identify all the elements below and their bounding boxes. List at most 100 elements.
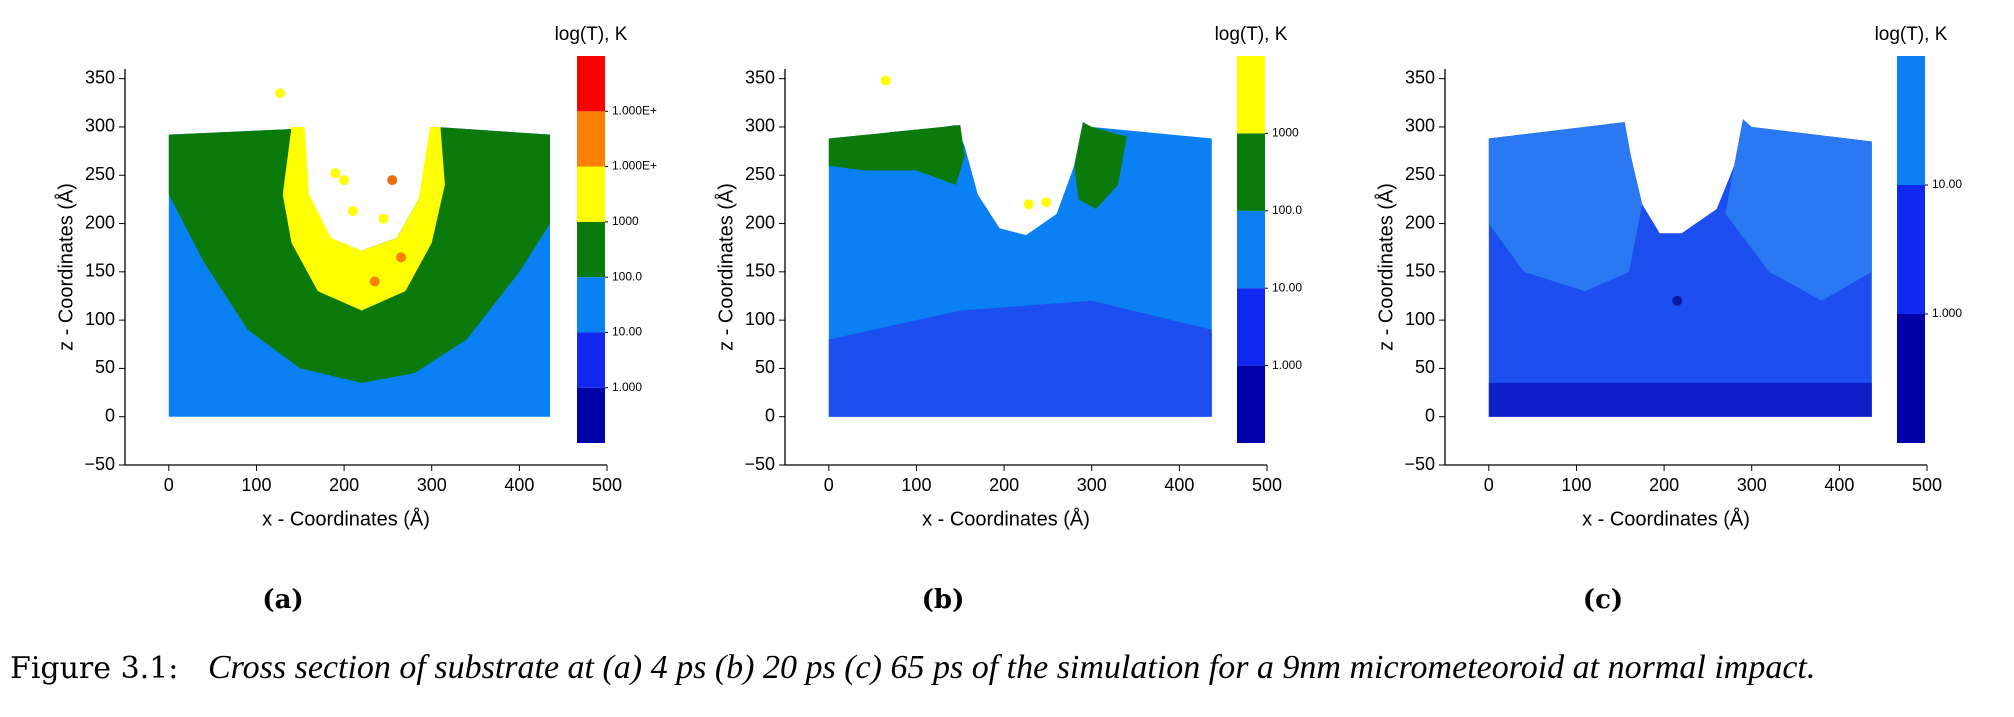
y-tick-label: 350 bbox=[1405, 67, 1435, 87]
y-axis-label: z - Coordinates (Å) bbox=[1374, 183, 1397, 351]
subfigure-label: (a) bbox=[262, 585, 303, 615]
y-tick-label: 0 bbox=[765, 405, 775, 425]
y-tick-label: 200 bbox=[745, 212, 775, 232]
colorbar-tick-label: 1.000E+ bbox=[612, 103, 657, 117]
panel: −50 0 50 100 150 200 250 300 350 0 100 200 300 400 500… bbox=[54, 24, 657, 615]
y-tick-label: −50 bbox=[84, 454, 115, 474]
temperature-region bbox=[828, 300, 1212, 417]
atom-point bbox=[387, 175, 398, 186]
y-tick-label: 150 bbox=[745, 261, 775, 281]
subfigure-label: (b) bbox=[922, 585, 965, 615]
y-tick-label: 0 bbox=[1425, 405, 1435, 425]
y-tick-label: 250 bbox=[1405, 164, 1435, 184]
y-tick-label: 150 bbox=[85, 261, 115, 281]
x-tick-label: 500 bbox=[592, 475, 622, 495]
y-tick-label: 150 bbox=[1405, 261, 1435, 281]
x-tick-label: 100 bbox=[241, 475, 271, 495]
temperature-region bbox=[1074, 122, 1127, 210]
x-tick-label: 400 bbox=[1164, 475, 1194, 495]
caption-label: Figure 3.1: bbox=[10, 651, 178, 686]
y-tick-label: 50 bbox=[95, 357, 115, 377]
temperature-region bbox=[1488, 382, 1872, 417]
colorbar-title: log(T), K bbox=[1215, 24, 1288, 45]
atom-point bbox=[1023, 199, 1034, 210]
colorbar-tick-label: 10.00 bbox=[1932, 177, 1962, 191]
x-tick-label: 100 bbox=[901, 475, 931, 495]
y-tick-label: 300 bbox=[1405, 116, 1435, 136]
subfigure-label: (c) bbox=[1583, 585, 1623, 615]
x-tick-label: 500 bbox=[1252, 475, 1282, 495]
colorbar-tick-label: 1.000E+ bbox=[612, 159, 657, 173]
x-tick-label: 100 bbox=[1561, 475, 1591, 495]
y-tick-label: 250 bbox=[85, 164, 115, 184]
atom-point bbox=[396, 252, 407, 263]
colorbar-band bbox=[1237, 56, 1265, 134]
colorbar-tick-label: 1.000 bbox=[612, 380, 642, 394]
y-tick-label: −50 bbox=[1404, 454, 1435, 474]
colorbar-band bbox=[577, 332, 605, 388]
colorbar-tick-label: 10.00 bbox=[612, 325, 642, 339]
y-tick-label: 0 bbox=[105, 405, 115, 425]
colorbar-band bbox=[1237, 133, 1265, 211]
y-tick-label: 350 bbox=[745, 67, 775, 87]
caption-text: Cross section of substrate at (a) 4 ps (… bbox=[208, 649, 1815, 686]
panel: −50 0 50 100 150 200 250 300 350 0 100 200 300 400 500… bbox=[714, 24, 1302, 615]
atom-point bbox=[339, 175, 350, 186]
x-tick-label: 300 bbox=[1737, 475, 1767, 495]
colorbar-tick-label: 100.0 bbox=[612, 269, 642, 283]
colorbar-band bbox=[577, 166, 605, 222]
y-axis-label: z - Coordinates (Å) bbox=[54, 183, 77, 351]
colorbar-tick-label: 10.00 bbox=[1272, 280, 1302, 294]
x-tick-label: 200 bbox=[329, 475, 359, 495]
x-tick-label: 0 bbox=[164, 475, 174, 495]
x-tick-label: 300 bbox=[417, 475, 447, 495]
temperature-region bbox=[828, 125, 965, 185]
panel: −50 0 50 100 150 200 250 300 350 0 100 200 300 400 500… bbox=[1374, 24, 1962, 615]
atom-point bbox=[369, 276, 380, 287]
atom-point bbox=[1041, 197, 1052, 208]
x-tick-label: 400 bbox=[504, 475, 534, 495]
colorbar-band bbox=[1237, 210, 1265, 289]
y-tick-label: 100 bbox=[1405, 309, 1435, 329]
x-tick-label: 0 bbox=[824, 475, 834, 495]
temperature-region bbox=[1725, 119, 1872, 301]
y-axis-label: z - Coordinates (Å) bbox=[714, 183, 737, 351]
colorbar-tick-label: 1.000 bbox=[1272, 358, 1302, 372]
colorbar-band bbox=[577, 56, 605, 112]
x-tick-label: 200 bbox=[1649, 475, 1679, 495]
colorbar-band bbox=[577, 111, 605, 167]
x-axis-label: x - Coordinates (Å) bbox=[262, 507, 430, 530]
colorbar-band bbox=[1237, 288, 1265, 366]
colorbar-band bbox=[1237, 365, 1265, 443]
colorbar-tick-label: 1000 bbox=[1272, 126, 1299, 140]
atom-point bbox=[378, 213, 389, 224]
colorbar-tick-label: 100.0 bbox=[1272, 203, 1302, 217]
colorbar-band bbox=[577, 221, 605, 278]
y-tick-label: −50 bbox=[744, 454, 775, 474]
y-tick-label: 300 bbox=[745, 116, 775, 136]
y-tick-label: 50 bbox=[1415, 357, 1435, 377]
colorbar-band bbox=[1897, 56, 1925, 185]
x-tick-label: 0 bbox=[1484, 475, 1494, 495]
y-tick-label: 200 bbox=[85, 212, 115, 232]
colorbar-band bbox=[577, 387, 605, 443]
colorbar-tick-label: 1.000 bbox=[1932, 306, 1962, 320]
x-tick-label: 500 bbox=[1912, 475, 1942, 495]
x-axis-label: x - Coordinates (Å) bbox=[1582, 507, 1750, 530]
y-tick-label: 200 bbox=[1405, 212, 1435, 232]
x-tick-label: 300 bbox=[1077, 475, 1107, 495]
atom-point bbox=[330, 168, 341, 179]
y-tick-label: 50 bbox=[755, 357, 775, 377]
colorbar-tick-label: 1000 bbox=[612, 214, 639, 228]
x-tick-label: 400 bbox=[1824, 475, 1854, 495]
colorbar-band bbox=[1897, 314, 1925, 443]
y-tick-label: 350 bbox=[85, 67, 115, 87]
y-tick-label: 300 bbox=[85, 116, 115, 136]
temperature-region bbox=[282, 126, 445, 311]
y-tick-label: 100 bbox=[745, 309, 775, 329]
colorbar-band bbox=[577, 277, 605, 333]
atom-point bbox=[347, 205, 358, 216]
colorbar-title: log(T), K bbox=[555, 24, 628, 45]
colorbar-band bbox=[1897, 185, 1925, 314]
